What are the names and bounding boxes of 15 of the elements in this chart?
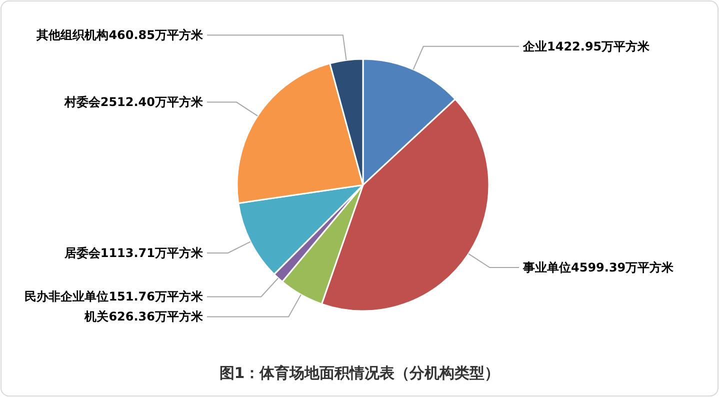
data-label: 1422.95万平方米 [547,39,651,54]
slice-label: 机关 [84,310,110,324]
slice-label: 事业单位 [522,260,571,275]
slice-label: 村委会 [63,95,102,110]
slice-label: 民办非企业单位 [24,290,109,304]
data-label: 460.85万平方米 [108,28,204,42]
text: 图1：体育场地面积情况表（分机构类型） [219,364,500,382]
slice-label: 企业 [522,39,547,54]
data-label: 4599.39万平方米 [571,260,675,275]
data-label: 2512.40万平方米 [100,95,204,110]
data-label: 626.36万平方米 [108,310,204,324]
data-label: 151.76万平方米 [108,290,204,304]
slice-label: 居委会 [63,246,102,260]
data-label: 1113.71万平方米 [100,246,204,260]
slice-label: 其他组织机构 [36,28,109,42]
